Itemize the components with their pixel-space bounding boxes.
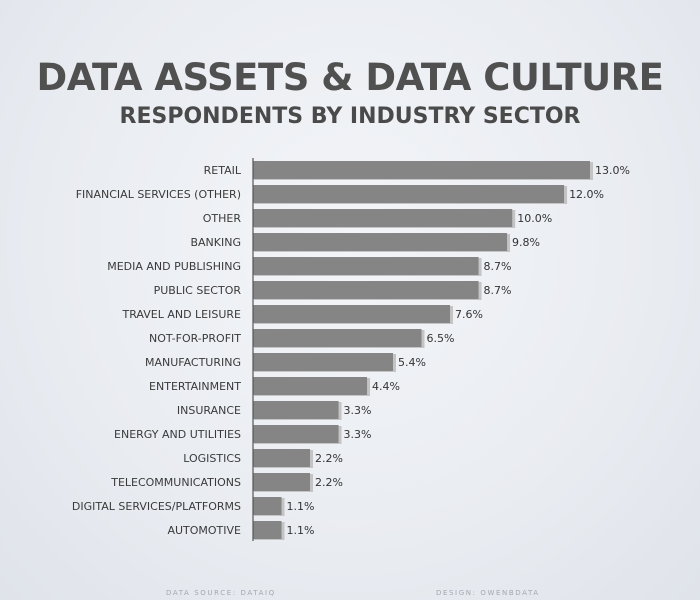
data-source-credit: DATA SOURCE: DATAIQ xyxy=(166,589,276,597)
value-label: 13.0% xyxy=(595,164,630,177)
bar xyxy=(253,497,282,515)
chart-subtitle: RESPONDENTS BY INDUSTRY SECTOR xyxy=(119,104,581,129)
value-label: 12.0% xyxy=(569,188,604,201)
value-label: 9.8% xyxy=(512,236,540,249)
bar xyxy=(253,377,368,395)
bar xyxy=(253,161,590,179)
bar xyxy=(253,329,422,347)
category-label: LOGISTICS xyxy=(183,452,241,465)
category-label: INSURANCE xyxy=(177,404,241,417)
chart-title: DATA ASSETS & DATA CULTURE xyxy=(36,56,664,99)
bar xyxy=(253,449,311,467)
bar xyxy=(253,185,565,203)
design-credit: DESIGN: OWENBDATA xyxy=(436,589,540,597)
bar xyxy=(253,353,393,371)
category-label: PUBLIC SECTOR xyxy=(154,284,242,297)
category-label: AUTOMOTIVE xyxy=(167,524,241,537)
bar xyxy=(253,473,311,491)
category-label: MEDIA AND PUBLISHING xyxy=(107,260,241,273)
bar xyxy=(253,305,451,323)
value-label: 10.0% xyxy=(517,212,552,225)
value-label: 7.6% xyxy=(455,308,483,321)
value-label: 5.4% xyxy=(398,356,426,369)
bar xyxy=(253,401,339,419)
bar xyxy=(253,425,339,443)
value-label: 2.2% xyxy=(315,452,343,465)
bar xyxy=(253,521,282,539)
value-label: 3.3% xyxy=(344,404,372,417)
category-label: DIGITAL SERVICES/PLATFORMS xyxy=(72,500,241,513)
value-label: 4.4% xyxy=(372,380,400,393)
value-label: 8.7% xyxy=(484,284,512,297)
category-label: NOT-FOR-PROFIT xyxy=(149,332,241,345)
value-label: 8.7% xyxy=(484,260,512,273)
category-label: RETAIL xyxy=(204,164,242,177)
category-label: TRAVEL AND LEISURE xyxy=(121,308,241,321)
value-label: 1.1% xyxy=(287,500,315,513)
value-label: 3.3% xyxy=(344,428,372,441)
category-label: TELECOMMUNICATIONS xyxy=(110,476,241,489)
value-label: 1.1% xyxy=(287,524,315,537)
bar xyxy=(253,257,479,275)
category-label: BANKING xyxy=(190,236,241,249)
bar xyxy=(253,209,513,227)
value-label: 2.2% xyxy=(315,476,343,489)
category-label: MANUFACTURING xyxy=(145,356,241,369)
bar xyxy=(253,233,508,251)
category-label: ENTERTAINMENT xyxy=(149,380,241,393)
value-label: 6.5% xyxy=(427,332,455,345)
bar xyxy=(253,281,479,299)
category-label: ENERGY AND UTILITIES xyxy=(114,428,241,441)
category-label: OTHER xyxy=(203,212,242,225)
category-label: FINANCIAL SERVICES (OTHER) xyxy=(76,188,241,201)
